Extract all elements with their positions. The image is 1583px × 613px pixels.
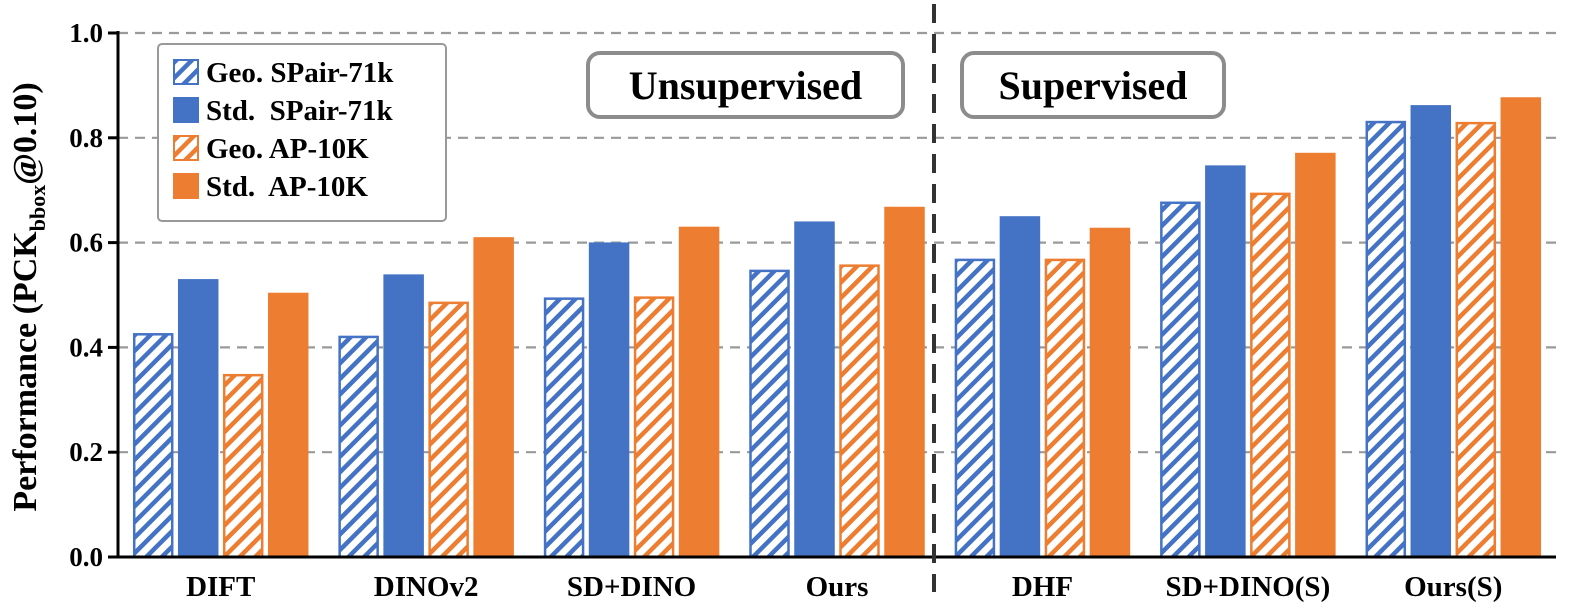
bar-2-3 — [678, 226, 720, 559]
group-label: Unsupervised — [629, 63, 862, 108]
bar-2-2 — [633, 296, 675, 559]
bar-1-3 — [473, 237, 514, 559]
legend-swatch — [173, 59, 199, 85]
bar-5-3 — [1295, 152, 1336, 559]
legend-label: Std. AP-10K — [206, 171, 368, 203]
y-tick-labels: 0.0 0.2 0.4 0.6 0.8 1.0 — [69, 18, 103, 572]
bar-3-3 — [884, 206, 925, 559]
legend-label: Std. SPair-71k — [206, 95, 394, 127]
bar-4-0 — [954, 258, 996, 559]
bar-6-3 — [1500, 97, 1542, 559]
bar-6-2 — [1455, 121, 1497, 559]
group-label-box — [960, 51, 1226, 119]
bar-3-0 — [749, 269, 790, 559]
y-tick-label: 0.8 — [69, 123, 103, 153]
x-tick-label: Ours(S) — [1404, 571, 1502, 603]
x-tick-label: DHF — [1012, 571, 1073, 603]
bar-0-2 — [222, 373, 264, 559]
bar-5-2 — [1250, 192, 1291, 559]
bar-0-0 — [132, 333, 174, 559]
x-tick-label: DINOv2 — [374, 571, 479, 603]
y-axis-label-sub: bbox — [25, 185, 50, 231]
y-tick-label: 0.0 — [69, 542, 103, 572]
bars — [132, 97, 1542, 559]
y-axis-label-main: Performance (PCK — [7, 231, 44, 512]
bar-6-0 — [1365, 120, 1407, 559]
y-tick-label: 0.6 — [69, 228, 103, 258]
bar-4-3 — [1089, 227, 1131, 559]
axes — [108, 31, 1556, 559]
bar-5-0 — [1160, 201, 1201, 559]
bar-3-2 — [839, 264, 880, 559]
bar-4-2 — [1044, 258, 1086, 559]
bar-3-1 — [794, 221, 835, 559]
legend-label: Geo. SPair-71k — [206, 57, 394, 89]
bar-0-3 — [267, 292, 309, 559]
bar-2-1 — [588, 242, 630, 559]
bar-1-2 — [428, 301, 469, 559]
legend-box — [157, 43, 447, 222]
bar-5-1 — [1205, 165, 1246, 559]
bar-1-1 — [383, 274, 424, 559]
bar-0-1 — [177, 279, 219, 559]
legend: Geo. SPair-71k Std. SPair-71k Geo. AP-10K S… — [157, 43, 447, 222]
x-tick-label: Ours — [806, 571, 869, 603]
x-tick-label: SD+DINO — [567, 571, 696, 603]
legend-swatch — [173, 135, 199, 161]
legend-swatch — [173, 173, 199, 199]
group-label: Supervised — [999, 63, 1188, 108]
bar-6-1 — [1410, 105, 1452, 559]
bar-2-0 — [543, 297, 585, 559]
y-tick-label: 1.0 — [69, 18, 103, 48]
x-tick-label: SD+DINO(S) — [1165, 571, 1330, 603]
group-labels: Unsupervised Supervised — [586, 51, 1226, 119]
y-axis-label-tail: @0.10) — [7, 82, 44, 184]
category-labels: DIFT DINOv2 SD+DINO Ours DHF SD+DINO(S) Ours(S… — [186, 571, 1502, 603]
x-tick-label: DIFT — [186, 571, 255, 603]
bar-1-0 — [338, 335, 379, 559]
bar-4-1 — [999, 216, 1041, 559]
y-axis-label: Performance (PCKbbox@0.10) — [7, 82, 50, 511]
y-tick-label: 0.2 — [69, 437, 103, 467]
legend-label: Geo. AP-10K — [206, 133, 369, 165]
legend-swatch — [173, 97, 199, 123]
y-tick-label: 0.4 — [69, 332, 103, 362]
group-label-box — [586, 51, 905, 119]
